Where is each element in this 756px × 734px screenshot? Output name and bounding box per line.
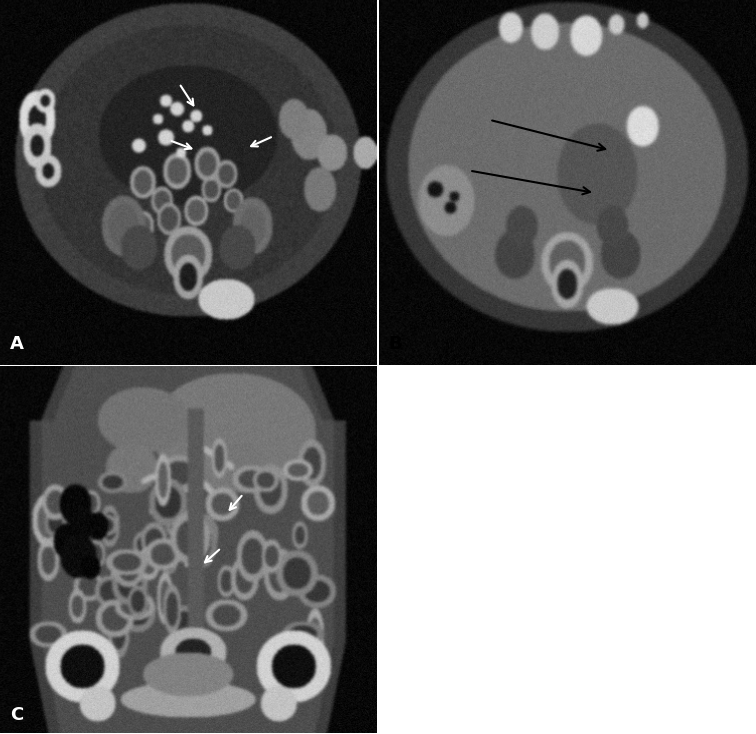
Text: C: C	[10, 706, 23, 724]
Text: B: B	[389, 335, 402, 353]
Text: A: A	[10, 335, 24, 353]
